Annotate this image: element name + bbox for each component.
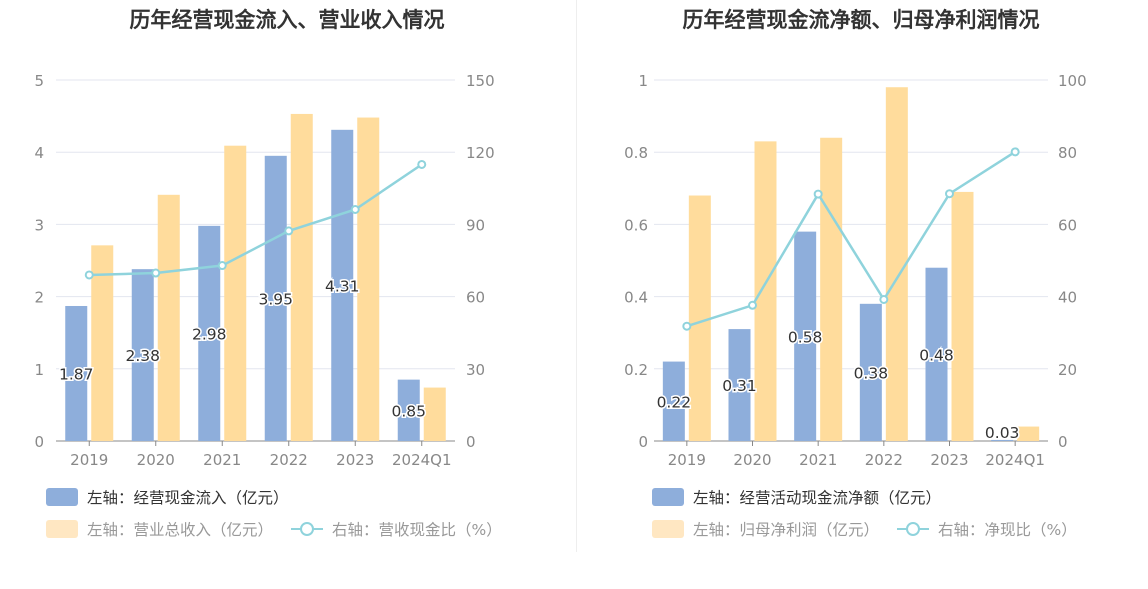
legend-label: 左轴：归母净利润（亿元）: [693, 518, 879, 540]
right-axis-tick-label: 150: [466, 72, 495, 90]
legend-swatch-line: [897, 520, 929, 538]
left-axis-tick-label: 2: [34, 289, 44, 307]
data-label: 0.22: [657, 393, 692, 411]
bar: [952, 192, 974, 441]
left-axis-tick-label: 1: [638, 72, 648, 90]
line-point: [749, 302, 756, 309]
right-axis-tick-label: 100: [1058, 72, 1087, 90]
line-point: [683, 323, 690, 330]
legend-label: 右轴：净现比（%）: [938, 518, 1077, 540]
data-label: 0.31: [722, 377, 757, 395]
left-axis-tick-label: 5: [34, 72, 44, 90]
data-label: 3.95: [258, 290, 293, 308]
left-axis-tick-label: 1: [34, 361, 44, 379]
data-label: 4.31: [325, 277, 360, 295]
bar: [158, 195, 180, 441]
line-point: [418, 161, 425, 168]
right-axis-tick-label: 0: [1058, 433, 1068, 451]
legend-item[interactable]: 左轴：经营活动现金流净额（亿元）: [652, 486, 941, 508]
legend-row: 左轴：经营现金流入（亿元）: [46, 487, 307, 507]
line-point: [285, 227, 292, 234]
line-point: [152, 270, 159, 277]
line-point: [352, 206, 359, 213]
legend-label: 左轴：经营活动现金流净额（亿元）: [693, 486, 941, 508]
right-axis-tick-label: 120: [466, 144, 495, 162]
legend-row: 左轴：营业总收入（亿元） 右轴：营收现金比（%）: [46, 519, 520, 539]
legend-label: 左轴：经营现金流入（亿元）: [87, 486, 289, 508]
chart-svg: 0 0 0.2 20 0.4 40 0.6 60 0.8 80 1 100 2019 2020 2021 20…: [574, 0, 1148, 480]
legend-swatch-bar: [46, 488, 78, 506]
right-axis-tick-label: 60: [466, 289, 485, 307]
legend-item[interactable]: 左轴：归母净利润（亿元）: [652, 518, 879, 540]
bar: [357, 118, 379, 441]
data-label: 1.87: [59, 365, 94, 383]
data-label: 2.98: [192, 325, 227, 343]
line-point: [86, 271, 93, 278]
chart-svg: 0 0 1 30 2 60 3 90 4 120 5 150 2019 2020 2021 2022 2023 2…: [0, 0, 574, 480]
right-axis-tick-label: 60: [1058, 216, 1077, 234]
x-axis-tick-label: 2019: [668, 451, 706, 469]
bar: [424, 388, 446, 441]
bar: [1017, 427, 1039, 441]
bar: [291, 114, 313, 441]
left-chart-panel: 历年经营现金流入、营业收入情况 0 0 1 30 2 60 3 90 4 120 5 150 2019 2…: [0, 0, 574, 589]
legend-swatch-bar: [652, 520, 684, 538]
data-label: 0.38: [854, 364, 889, 382]
bar: [820, 138, 842, 441]
right-axis-tick-label: 80: [1058, 144, 1077, 162]
data-label: 0.58: [788, 328, 823, 346]
x-axis-tick-label: 2024Q1: [985, 451, 1045, 469]
legend-swatch-bar: [652, 488, 684, 506]
x-axis-tick-label: 2020: [137, 451, 175, 469]
x-axis-tick-label: 2023: [336, 451, 374, 469]
legend-item[interactable]: 右轴：净现比（%）: [897, 518, 1077, 540]
left-axis-tick-label: 4: [34, 144, 44, 162]
legend-item[interactable]: 右轴：营收现金比（%）: [291, 518, 502, 540]
right-axis-tick-label: 30: [466, 361, 485, 379]
legend-row: 左轴：归母净利润（亿元） 右轴：净现比（%）: [652, 519, 1095, 539]
left-axis-tick-label: 0.4: [624, 289, 648, 307]
line-point: [946, 190, 953, 197]
right-chart-panel: 历年经营现金流净额、归母净利润情况 0 0 0.2 20 0.4 40 0.6 60 0.8 80…: [574, 0, 1148, 589]
bar: [224, 146, 246, 441]
right-axis-tick-label: 20: [1058, 361, 1077, 379]
x-axis-tick-label: 2023: [930, 451, 968, 469]
right-axis-tick-label: 40: [1058, 289, 1077, 307]
legend-label: 左轴：营业总收入（亿元）: [87, 518, 273, 540]
left-axis-tick-label: 0: [638, 433, 648, 451]
legend-label: 右轴：营收现金比（%）: [332, 518, 502, 540]
bar: [755, 141, 777, 441]
legend-item[interactable]: 左轴：营业总收入（亿元）: [46, 518, 273, 540]
left-axis-tick-label: 0.8: [624, 144, 648, 162]
right-axis-tick-label: 90: [466, 216, 485, 234]
legend-row: 左轴：经营活动现金流净额（亿元）: [652, 487, 959, 507]
line-point: [1012, 148, 1019, 155]
line-point: [815, 191, 822, 198]
legend-item[interactable]: 左轴：经营现金流入（亿元）: [46, 486, 289, 508]
right-axis-tick-label: 0: [466, 433, 476, 451]
x-axis-tick-label: 2024Q1: [392, 451, 452, 469]
data-label: 0.85: [391, 402, 426, 420]
left-axis-tick-label: 0.2: [624, 361, 648, 379]
line-point: [219, 262, 226, 269]
legend-swatch-line: [291, 520, 323, 538]
x-axis-tick-label: 2022: [270, 451, 308, 469]
x-axis-tick-label: 2022: [865, 451, 903, 469]
bar: [689, 196, 711, 441]
data-label: 2.38: [125, 347, 160, 365]
left-axis-tick-label: 0.6: [624, 216, 648, 234]
left-axis-tick-label: 3: [34, 216, 44, 234]
x-axis-tick-label: 2020: [733, 451, 771, 469]
legend-swatch-bar: [46, 520, 78, 538]
left-axis-tick-label: 0: [34, 433, 44, 451]
x-axis-tick-label: 2019: [70, 451, 108, 469]
data-label: 0.03: [985, 424, 1020, 442]
x-axis-tick-label: 2021: [799, 451, 837, 469]
x-axis-tick-label: 2021: [203, 451, 241, 469]
line-point: [880, 296, 887, 303]
data-label: 0.48: [919, 346, 954, 364]
